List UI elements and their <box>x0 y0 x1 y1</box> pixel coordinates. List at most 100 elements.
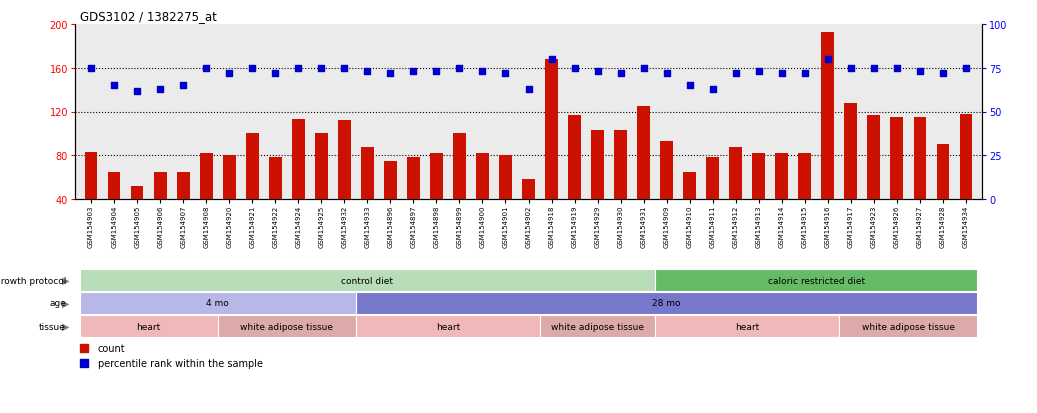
Text: percentile rank within the sample: percentile rank within the sample <box>97 358 262 368</box>
Point <box>83 65 100 72</box>
Bar <box>80 269 655 291</box>
Bar <box>839 315 978 337</box>
Point <box>313 65 330 72</box>
Text: age: age <box>49 299 66 308</box>
Bar <box>776 154 788 243</box>
Bar <box>523 180 535 243</box>
Text: tissue: tissue <box>39 322 66 331</box>
Text: caloric restricted diet: caloric restricted diet <box>767 276 865 285</box>
Point <box>912 69 928 76</box>
Bar <box>453 134 466 243</box>
Point <box>151 86 168 93</box>
Bar <box>729 147 742 243</box>
Point <box>405 69 422 76</box>
Point <box>76 345 92 351</box>
Bar <box>80 292 356 314</box>
Bar <box>430 154 443 243</box>
Point <box>474 69 491 76</box>
Point <box>428 69 445 76</box>
Point <box>819 57 836 63</box>
Point <box>796 71 813 77</box>
Bar <box>476 154 488 243</box>
Bar <box>356 292 978 314</box>
Bar <box>177 172 190 243</box>
Point <box>359 69 375 76</box>
Text: count: count <box>97 343 125 354</box>
Point <box>889 65 905 72</box>
Bar <box>591 131 604 243</box>
Text: white adipose tissue: white adipose tissue <box>241 322 333 331</box>
Bar <box>753 154 765 243</box>
Bar <box>844 104 858 243</box>
Bar <box>655 315 839 337</box>
Point <box>636 65 652 72</box>
Bar <box>614 131 627 243</box>
Bar <box>545 60 558 243</box>
Bar <box>80 315 218 337</box>
Point <box>382 71 398 77</box>
Point <box>543 57 560 63</box>
Bar <box>384 161 397 243</box>
Bar <box>85 152 97 243</box>
Bar <box>356 315 540 337</box>
Bar <box>218 315 356 337</box>
Point <box>106 83 122 89</box>
Bar <box>683 172 696 243</box>
Bar <box>292 120 305 243</box>
Text: ▶: ▶ <box>61 321 69 331</box>
Point <box>957 65 974 72</box>
Text: heart: heart <box>436 322 460 331</box>
Point <box>842 65 859 72</box>
Point <box>451 65 468 72</box>
Point <box>704 86 721 93</box>
Bar <box>706 158 719 243</box>
Text: heart: heart <box>137 322 161 331</box>
Text: 4 mo: 4 mo <box>206 299 229 308</box>
Point <box>521 86 537 93</box>
Bar <box>246 134 258 243</box>
Point <box>497 71 513 77</box>
Point <box>175 83 192 89</box>
Text: white adipose tissue: white adipose tissue <box>862 322 955 331</box>
Bar <box>361 147 373 243</box>
Bar <box>821 33 834 243</box>
Bar <box>499 156 512 243</box>
Text: GDS3102 / 1382275_at: GDS3102 / 1382275_at <box>80 10 217 23</box>
Bar <box>936 145 949 243</box>
Point <box>727 71 744 77</box>
Bar <box>108 172 120 243</box>
Bar <box>661 142 673 243</box>
Point <box>774 71 790 77</box>
Bar <box>131 186 143 243</box>
Bar <box>223 156 235 243</box>
Point <box>76 359 92 366</box>
Text: white adipose tissue: white adipose tissue <box>551 322 644 331</box>
Point <box>658 71 675 77</box>
Point <box>290 65 307 72</box>
Point <box>866 65 882 72</box>
Point <box>681 83 698 89</box>
Point <box>589 69 606 76</box>
Bar <box>959 114 973 243</box>
Point <box>336 65 353 72</box>
Text: control diet: control diet <box>341 276 393 285</box>
Point <box>751 69 767 76</box>
Text: 28 mo: 28 mo <box>652 299 681 308</box>
Bar <box>200 154 213 243</box>
Text: ▶: ▶ <box>61 275 69 285</box>
Bar <box>408 158 420 243</box>
Bar <box>868 116 880 243</box>
Bar <box>540 315 655 337</box>
Bar <box>269 158 282 243</box>
Point <box>198 65 215 72</box>
Text: growth protocol: growth protocol <box>0 276 66 285</box>
Bar <box>914 118 926 243</box>
Point <box>934 71 951 77</box>
Point <box>612 71 628 77</box>
Bar <box>638 107 650 243</box>
Point <box>221 71 237 77</box>
Point <box>566 65 583 72</box>
Bar <box>338 121 351 243</box>
Point <box>244 65 260 72</box>
Bar <box>153 172 167 243</box>
